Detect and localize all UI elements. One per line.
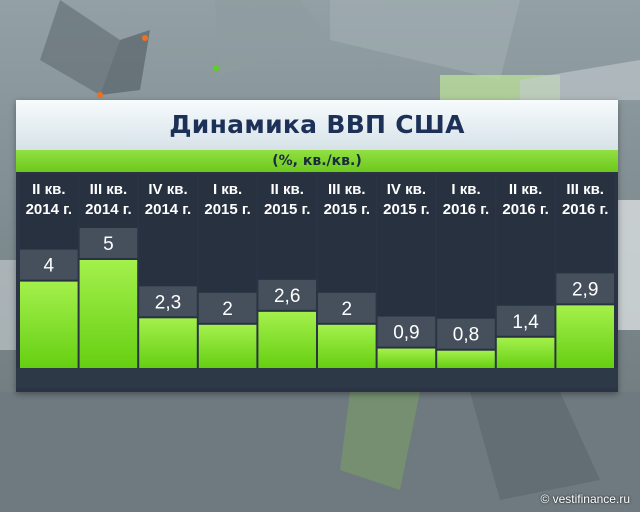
x-tick-label-quarter: II кв.: [270, 181, 303, 198]
data-label: 5: [103, 234, 114, 255]
data-label-bg: [79, 228, 138, 258]
x-tick-label-quarter: I кв.: [451, 181, 480, 198]
data-label: 0,9: [393, 323, 419, 344]
bar-chart: II кв. 2014 г. 4 III кв. 2014 г. 5 IV кв. 2014 …: [16, 174, 618, 388]
bar: [437, 350, 495, 368]
x-tick-label-year: 2015 г.: [324, 201, 370, 218]
data-label: 2: [342, 299, 353, 320]
bar: [496, 337, 555, 368]
chart-footer-strip: [16, 368, 618, 388]
x-tick-label-quarter: II кв.: [509, 181, 542, 198]
data-label-bg: [198, 292, 257, 323]
bar: [318, 324, 376, 368]
data-label-bg: [20, 249, 78, 280]
x-tick-label-quarter: IV кв.: [387, 181, 426, 198]
bar: [79, 260, 138, 368]
title-bar: Динамика ВВП США: [16, 100, 618, 150]
bar: [556, 305, 614, 368]
data-label-bg: [556, 273, 614, 304]
data-label-bg: [377, 316, 436, 347]
watermark: © vestifinance.ru: [540, 492, 630, 506]
data-label: 2: [222, 299, 233, 320]
data-label-bg: [139, 286, 197, 317]
subtitle-bar: (%, кв./кв.): [16, 150, 618, 172]
data-label-bg: [258, 279, 316, 310]
chart-subtitle: (%, кв./кв.): [272, 153, 362, 169]
x-tick-label-year: 2014 г.: [145, 201, 191, 218]
x-tick-label-year: 2016 г.: [502, 201, 548, 218]
x-tick-label-year: 2014 г.: [26, 201, 72, 218]
data-label: 2,9: [572, 279, 598, 300]
bar: [20, 281, 78, 368]
data-label: 1,4: [512, 312, 539, 333]
bar: [258, 311, 316, 368]
x-tick-label-quarter: III кв.: [566, 181, 604, 198]
x-tick-label-quarter: IV кв.: [148, 181, 187, 198]
x-tick-label-quarter: I кв.: [213, 181, 242, 198]
bar: [377, 348, 436, 368]
x-tick-label-year: 2014 г.: [85, 201, 131, 218]
data-label-bg: [496, 305, 555, 336]
x-tick-label-year: 2016 г.: [562, 201, 608, 218]
x-tick-label-year: 2015 г.: [264, 201, 310, 218]
data-label: 2,3: [155, 292, 181, 313]
data-label-bg: [318, 292, 376, 323]
bar: [198, 324, 257, 368]
x-tick-label-quarter: III кв.: [328, 181, 366, 198]
data-label: 2,6: [274, 286, 300, 307]
x-tick-label-year: 2015 г.: [383, 201, 429, 218]
x-tick-label-quarter: II кв.: [32, 181, 65, 198]
bar: [139, 318, 197, 368]
data-label: 0,8: [453, 325, 479, 346]
chart-title: Динамика ВВП США: [169, 110, 465, 139]
x-tick-label-year: 2016 г.: [443, 201, 489, 218]
x-tick-label-quarter: III кв.: [90, 181, 128, 198]
data-label: 4: [44, 256, 55, 277]
x-tick-label-year: 2015 г.: [204, 201, 250, 218]
data-label-bg: [437, 318, 495, 349]
